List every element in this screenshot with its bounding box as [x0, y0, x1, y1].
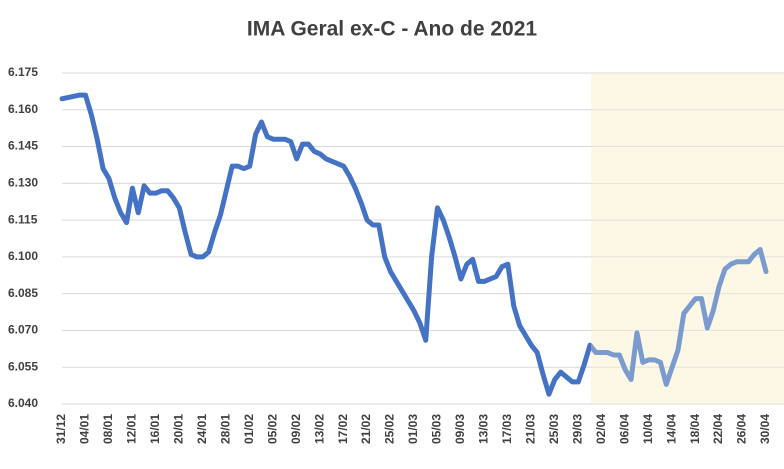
- highlight-region: [591, 73, 784, 405]
- y-tick-label: 6.100: [8, 249, 38, 263]
- x-tick-label: 31/12: [54, 414, 68, 444]
- x-tick-label: 17/03: [500, 414, 514, 444]
- x-tick-label: 13/03: [477, 414, 491, 444]
- x-tick-label: 29/03: [570, 414, 584, 444]
- x-tick-label: 25/03: [547, 414, 561, 444]
- x-tick-label: 30/04: [758, 414, 772, 444]
- y-tick-label: 6.130: [8, 176, 38, 190]
- x-tick-label: 20/01: [172, 414, 186, 444]
- data-line: [59, 92, 769, 397]
- x-tick-label: 08/01: [101, 414, 115, 444]
- x-tick-label: 06/04: [617, 414, 631, 444]
- x-tick-label: 22/04: [711, 414, 725, 444]
- x-tick-label: 18/04: [688, 414, 702, 444]
- x-tick-label: 21/03: [524, 414, 538, 444]
- y-tick-label: 6.145: [8, 139, 38, 153]
- x-tick-label: 01/03: [406, 414, 420, 444]
- y-tick-label: 6.055: [8, 359, 38, 373]
- x-tick-label: 14/04: [664, 414, 678, 444]
- x-tick-label: 13/02: [312, 414, 326, 444]
- y-tick-label: 6.040: [8, 396, 38, 410]
- x-tick-label: 16/01: [148, 414, 162, 444]
- y-tick-label: 6.115: [8, 212, 38, 226]
- y-tick-label: 6.070: [8, 323, 38, 337]
- x-tick-label: 17/02: [336, 414, 350, 444]
- x-tick-label: 09/03: [453, 414, 467, 444]
- chart-title: IMA Geral ex-C - Ano de 2021: [247, 18, 538, 41]
- x-tick-label: 02/04: [594, 414, 608, 444]
- x-tick-label: 21/02: [359, 414, 373, 444]
- highlight-overlay: [591, 73, 784, 405]
- x-tick-label: 09/02: [289, 414, 303, 444]
- y-tick-label: 6.160: [8, 102, 38, 116]
- x-tick-label: 01/02: [242, 414, 256, 444]
- x-tick-label: 28/01: [218, 414, 232, 444]
- x-tick-label: 05/03: [430, 414, 444, 444]
- x-tick-label: 24/01: [195, 414, 209, 444]
- y-tick-label: 6.175: [8, 65, 38, 79]
- x-tick-label: 10/04: [641, 414, 655, 444]
- x-tick-label: 04/01: [78, 414, 92, 444]
- y-tick-label: 6.085: [8, 286, 38, 300]
- x-tick-label: 25/02: [383, 414, 397, 444]
- x-tick-label: 05/02: [265, 414, 279, 444]
- x-tick-label: 26/04: [735, 414, 749, 444]
- x-tick-label: 12/01: [125, 414, 139, 444]
